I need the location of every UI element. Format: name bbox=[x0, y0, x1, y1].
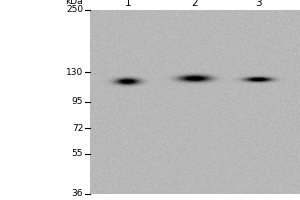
Text: 72: 72 bbox=[72, 124, 83, 133]
Text: kDa: kDa bbox=[65, 0, 83, 6]
Text: 2: 2 bbox=[192, 0, 198, 8]
Text: 3: 3 bbox=[255, 0, 261, 8]
Text: 55: 55 bbox=[72, 149, 83, 158]
Text: 130: 130 bbox=[66, 68, 83, 77]
Text: 36: 36 bbox=[72, 190, 83, 198]
Text: 250: 250 bbox=[66, 5, 83, 15]
Text: 95: 95 bbox=[72, 97, 83, 106]
Text: 1: 1 bbox=[124, 0, 131, 8]
